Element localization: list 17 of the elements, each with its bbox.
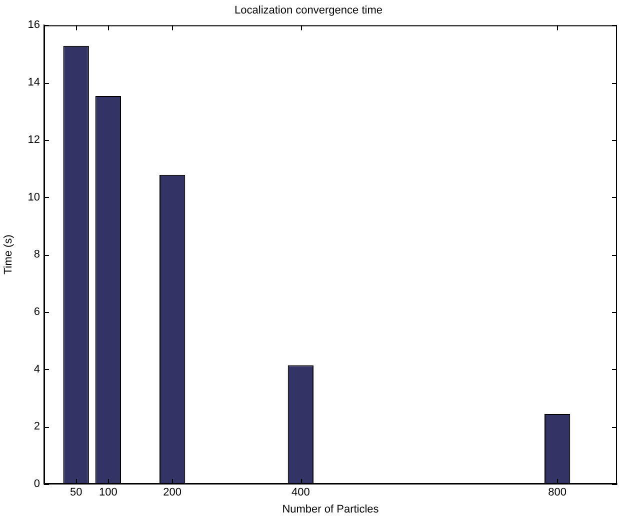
y-tick-label: 6 [34, 306, 40, 318]
y-tick-label: 14 [28, 76, 40, 89]
y-tick-label: 16 [28, 19, 40, 32]
y-tick-label: 12 [28, 134, 40, 146]
chart-title: Localization convergence time [234, 4, 382, 17]
y-tick-label: 10 [28, 191, 40, 204]
y-tick-label: 4 [34, 363, 40, 376]
x-tick-label: 400 [291, 486, 310, 499]
x-tick-label: 100 [98, 486, 118, 499]
y-tick-label: 2 [34, 420, 40, 433]
x-tick-label: 200 [163, 486, 182, 499]
x-axis-title: Number of Particles [282, 503, 380, 516]
y-tick-label: 0 [34, 478, 40, 490]
y-tick-label: 8 [34, 248, 40, 261]
y-axis-title: Time (s) [2, 234, 15, 275]
x-tick-label: 800 [548, 486, 567, 499]
x-tick-label: 50 [70, 486, 82, 499]
